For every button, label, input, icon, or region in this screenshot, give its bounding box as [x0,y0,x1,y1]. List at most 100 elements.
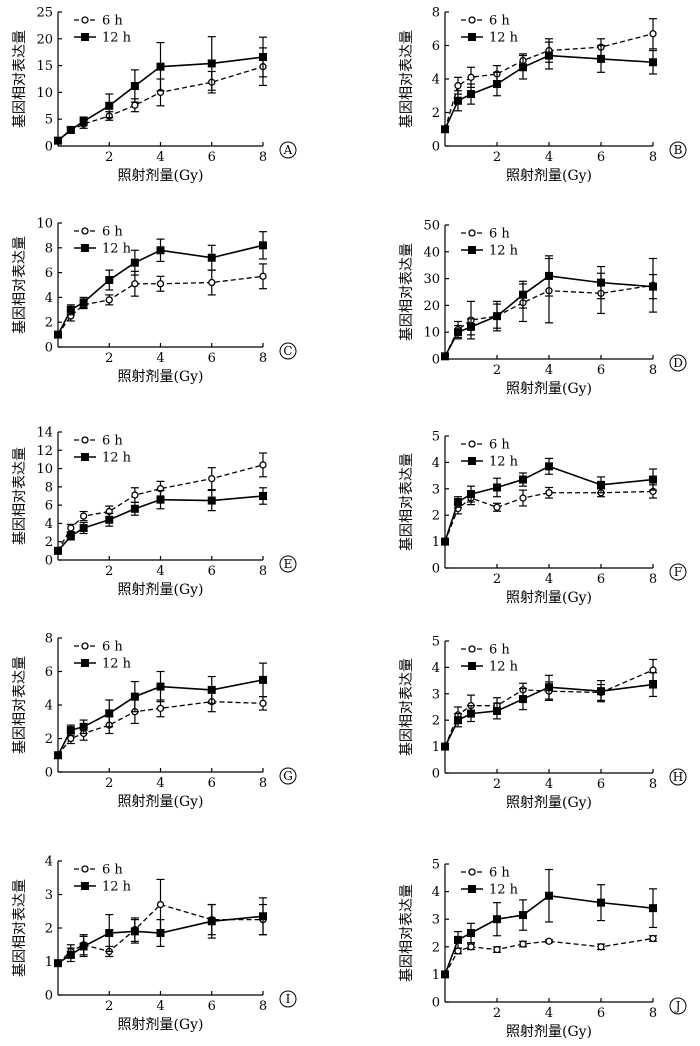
x-tick-label: 8 [649,1006,657,1021]
data-point [454,96,462,105]
legend: 6 h 12 h [74,434,132,466]
data-point [207,253,216,262]
data-point [597,54,605,63]
chart-panel-d: 0 10 20 30 40 50 2 4 6 8 照射剂量(Gy) 基因相对表达量 6 h 12 h D [398,219,687,397]
y-tick-label: 5 [432,430,440,445]
legend-label-12h: 12 h [489,660,519,675]
series-12h [54,487,267,555]
data-point [649,934,657,943]
data-point [156,682,165,691]
legend: 6 h 12 h [461,866,519,898]
x-tick-label: 8 [259,776,267,791]
data-point [54,330,62,339]
data-point [519,63,527,72]
series-6h [441,658,657,751]
data-point [467,709,475,718]
legend-marker-12h [468,662,476,670]
y-tick-label: 4 [45,699,53,714]
y-axis-title: 基因相对表达量 [11,30,28,128]
x-tick-label: 4 [545,150,553,165]
y-tick-label: 40 [423,245,440,260]
y-tick-label: 8 [45,480,53,495]
data-point [545,937,553,945]
x-tick-label: 6 [597,1006,605,1021]
chart-panel-i: 0 1 2 3 4 2 4 6 8 照射剂量(Gy) 基因相对表达量 6 h 12 h I [11,855,297,1033]
panel-letter: J [674,999,681,1013]
x-tick-label: 2 [493,777,501,792]
data-point [207,59,216,68]
y-tick-label: 5 [45,113,53,128]
data-point [156,246,165,255]
data-point [66,532,75,541]
y-tick-label: 4 [45,855,53,870]
data-point [259,461,267,469]
x-tick-label: 8 [649,363,657,378]
series-6h [441,934,657,979]
x-axis-title: 照射剂量(Gy) [117,1017,203,1033]
data-point [493,483,501,492]
legend-label-6h: 6 h [102,14,123,29]
data-point [105,515,114,524]
legend-label-6h: 6 h [102,225,123,240]
y-tick-label: 3 [432,913,440,928]
y-tick-label: 50 [423,219,440,234]
panel-letter: B [674,143,683,157]
x-axis-title: 照射剂量(Gy) [117,794,203,810]
data-point [130,504,139,513]
data-point [519,695,527,704]
chart-panel-a: 0 5 10 15 20 25 2 4 6 8 照射剂量(Gy) 基因相对表达量 6 h 12 h A [11,6,297,184]
y-tick-label: 4 [45,517,53,532]
legend-marker-6h [81,227,89,235]
data-point [54,136,62,145]
series-12h [54,231,267,339]
x-tick-label: 8 [259,150,267,165]
legend-label-6h: 6 h [489,14,510,29]
data-point [130,81,139,90]
data-point [519,911,527,920]
y-tick-label: 20 [423,299,440,314]
x-tick-label: 6 [597,777,605,792]
data-point [105,101,114,110]
data-point [493,503,501,511]
legend: 6 h 12 h [74,863,132,895]
data-point [66,726,75,735]
y-tick-label: 8 [45,632,53,647]
legend-marker-6h [468,16,476,24]
y-tick-label: 20 [36,32,53,47]
y-tick-label: 8 [432,6,440,21]
data-point [130,692,139,701]
chart-panel-e: 0 2 4 6 8 10 12 14 2 4 6 8 照射剂量(Gy) 基因相对表达量 6 h 12 h E [11,426,297,598]
y-tick-label: 10 [423,326,440,341]
legend-label-6h: 6 h [489,866,510,881]
y-tick-label: 0 [45,140,53,155]
y-tick-label: 25 [36,6,53,21]
y-axis-title: 基因相对表达量 [398,30,415,128]
y-tick-label: 0 [45,554,53,569]
data-point [519,494,527,502]
x-tick-label: 6 [208,999,216,1014]
data-point [649,475,657,484]
data-point [454,328,462,337]
data-point [454,947,462,955]
data-point [467,490,475,499]
legend-marker-12h [81,244,89,252]
data-point [208,474,216,483]
data-point [54,751,62,760]
data-point [156,929,165,938]
panel-letter-circle [669,768,687,786]
data-point [597,480,605,489]
y-axis-title: 基因相对表达量 [11,879,28,977]
panel-letter: C [283,344,292,358]
data-point [207,496,216,505]
series-line [444,937,654,975]
y-tick-label: 10 [36,217,53,232]
panel-letter-circle [669,354,687,372]
legend: 6 h 12 h [74,14,132,46]
data-point [454,498,462,506]
x-tick-label: 2 [493,1006,501,1021]
x-tick-label: 4 [545,1006,553,1021]
panel-letter-circle [279,555,297,573]
legend-label-6h: 6 h [102,863,123,878]
data-point [54,959,62,968]
